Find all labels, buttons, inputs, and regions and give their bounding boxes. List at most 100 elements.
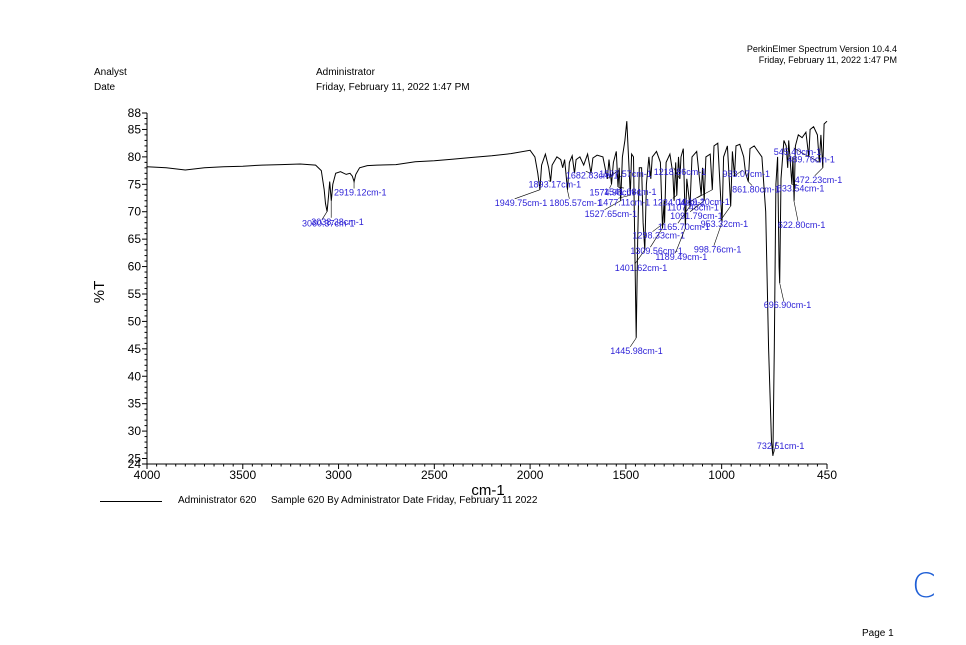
peak-label: 732.51cm-1 <box>757 441 805 451</box>
peak-label: 1091.79cm-1 <box>670 211 723 221</box>
peak-leader-line <box>713 222 723 246</box>
peak-leader-line <box>567 189 570 199</box>
peak-label: 1597.57cm-1 <box>599 169 652 179</box>
peak-label: 953.32cm-1 <box>701 219 749 229</box>
x-tick-label: 2500 <box>421 468 448 482</box>
peak-label: 1574.98cm-1 <box>590 187 643 197</box>
y-tick-label: 60 <box>128 260 142 274</box>
peak-leader-line <box>793 200 799 221</box>
peak-label: 1477.11cm-1 <box>598 197 650 207</box>
peak-label: 1189.49cm-1 <box>655 252 707 262</box>
peak-label: 1949.75cm-1 <box>495 198 548 208</box>
date-label: Date <box>94 82 116 93</box>
y-tick-label: 40 <box>128 369 142 383</box>
peak-label: 3060.37cm-1 <box>302 219 355 229</box>
peak-leader-line <box>734 169 743 177</box>
y-tick-label: 85 <box>128 122 142 136</box>
x-tick-label: 3000 <box>325 468 352 482</box>
peak-leader-line <box>548 180 551 182</box>
y-tick-label: 70 <box>128 205 142 219</box>
peak-label: 1527.65cm-1 <box>585 209 638 219</box>
x-tick-label: 450 <box>817 468 837 482</box>
y-tick-label: 35 <box>128 397 142 411</box>
peak-label: 1107.48cm-1 <box>667 202 719 212</box>
y-tick-label: 50 <box>128 314 142 328</box>
analyst-label: Analyst <box>94 67 127 78</box>
peak-label: 998.76cm-1 <box>694 245 742 255</box>
peak-label: 472.23cm-1 <box>795 175 843 185</box>
peak-leader-line <box>618 194 631 199</box>
y-tick-label: 75 <box>128 177 142 191</box>
peak-leader-line <box>672 195 677 199</box>
peak-leader-line <box>807 155 820 163</box>
peak-leader-line <box>321 211 328 220</box>
y-tick-label: 65 <box>128 232 142 246</box>
analyst-value: Administrator <box>316 67 375 78</box>
peak-leader-line <box>689 200 705 212</box>
legend-series-name: Administrator 620 <box>178 495 257 506</box>
x-tick-label: 1500 <box>613 468 640 482</box>
peak-label: 1218.86cm-1 <box>654 167 707 177</box>
peak-label: 1049.20cm-1 <box>677 197 730 207</box>
peak-leader-line <box>607 169 620 180</box>
peak-label: 1309.56cm-1 <box>630 246 683 256</box>
peak-label: 696.90cm-1 <box>764 300 812 310</box>
y-tick-label: 25 <box>128 452 142 466</box>
peak-label: 1234.04cm-1 <box>653 197 706 207</box>
legend-line-swatch <box>100 501 162 502</box>
peak-label: 622.80cm-1 <box>778 220 826 230</box>
peak-leader-line <box>779 282 784 302</box>
peak-leader-line <box>697 189 713 199</box>
x-tick-label: 2000 <box>517 468 544 482</box>
y-axis-title: %T <box>91 281 108 304</box>
peak-leader-line <box>793 147 809 158</box>
peak-leader-line <box>720 206 731 221</box>
peak-leader-line <box>814 167 823 177</box>
date-value: Friday, February 11, 2022 1:47 PM <box>316 82 470 93</box>
peak-leader-line <box>686 195 702 204</box>
peak-label: 489.76cm-1 <box>787 154 835 164</box>
peak-label: 1401.62cm-1 <box>615 263 668 273</box>
peak-label: 1445.98cm-1 <box>610 346 663 356</box>
peak-leader-line <box>652 222 665 232</box>
peak-label: 633.54cm-1 <box>777 183 825 193</box>
peak-leader-line <box>747 181 753 186</box>
peak-leader-line <box>617 186 625 189</box>
page-number: Page 1 <box>862 628 894 639</box>
peak-leader-line <box>634 249 645 265</box>
peak-leader-line <box>514 189 540 200</box>
peak-leader-line <box>629 337 637 348</box>
peak-leader-line <box>604 200 621 211</box>
x-tick-label: 1000 <box>708 468 735 482</box>
y-tick-label: 55 <box>128 287 142 301</box>
peak-label: 1541.08cm-1 <box>604 187 657 197</box>
peak-leader-line <box>585 171 591 174</box>
peak-label: 1893.17cm-1 <box>529 180 582 190</box>
peak-leader-line <box>677 206 691 224</box>
y-tick-label: 30 <box>128 424 142 438</box>
peak-label: 933.07cm-1 <box>722 169 770 179</box>
y-tick-label: 88 <box>128 106 142 120</box>
peak-label: 1298.33cm-1 <box>633 231 686 241</box>
peak-label: 2919.12cm-1 <box>334 188 387 198</box>
peak-label: 1805.57cm-1 <box>549 198 602 208</box>
peak-leader-line <box>650 228 663 248</box>
handwritten-mark: C <box>912 566 936 606</box>
x-tick-label: 4000 <box>134 468 161 482</box>
legend-description: Sample 620 By Administrator Date Friday,… <box>271 495 538 506</box>
peak-leader-line <box>609 184 612 189</box>
peak-label: 1682.83cm-1 <box>566 170 619 180</box>
peak-leader-line <box>675 228 686 254</box>
peak-label: 545.40cm-1 <box>774 147 822 157</box>
peak-leader-line <box>772 441 778 456</box>
x-axis-title: cm-1 <box>471 482 504 499</box>
peak-label: 1165.70cm-1 <box>658 222 710 232</box>
software-version: PerkinElmer Spectrum Version 10.4.4 <box>746 44 897 54</box>
y-tick-label: 80 <box>128 150 142 164</box>
peak-label: 861.80cm-1 <box>732 185 780 195</box>
report-datetime: Friday, February 11, 2022 1:47 PM <box>758 55 897 65</box>
y-tick-label: 45 <box>128 342 142 356</box>
